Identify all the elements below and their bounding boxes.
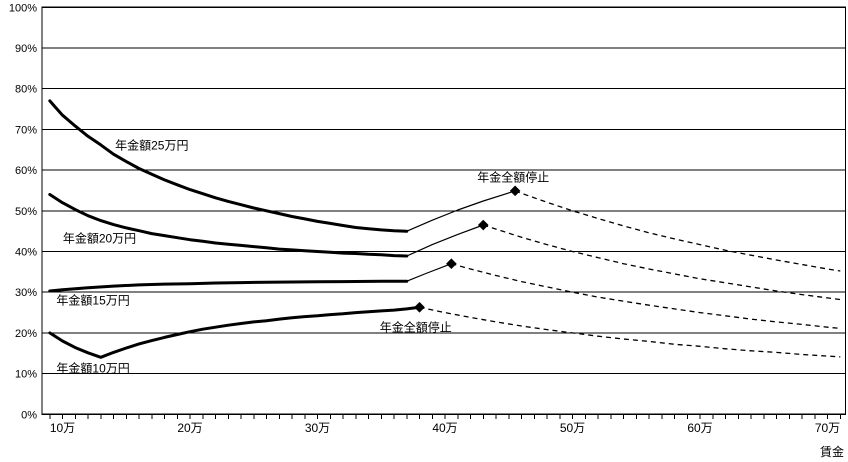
y-tick-label-0: 0% (21, 409, 37, 421)
series-10man-full-stop-marker (414, 301, 425, 313)
series-label: 年金額25万円 (115, 138, 188, 153)
y-tick-label-60: 60% (15, 165, 37, 177)
y-tick-label-90: 90% (15, 43, 37, 55)
series-10man-solid-line (48, 305, 421, 359)
x-tick-label-10: 10万 (50, 421, 75, 435)
y-tick-label-20: 20% (15, 328, 37, 340)
full-stop-label-lower: 年金全額停止 (380, 319, 452, 334)
series-20man-full-stop-marker (477, 219, 489, 231)
y-tick-label-100: 100% (9, 2, 37, 14)
full-stop-label-upper: 年金全額停止 (477, 169, 549, 184)
x-axis-title: 賃金 (820, 444, 844, 459)
x-tick-label-20: 20万 (177, 421, 202, 435)
x-tick-label-30: 30万 (305, 421, 330, 435)
series-label: 年金額10万円 (56, 360, 129, 375)
series-20man-solid-line (48, 193, 409, 258)
series-25man-full-stop-marker (509, 185, 521, 197)
y-tick-label-80: 80% (15, 84, 37, 96)
series-25man-dashed-line (514, 190, 841, 272)
series-15man-solid-line (48, 279, 409, 293)
series-label: 年金額20万円 (63, 231, 136, 246)
y-tick-label-10: 10% (15, 369, 37, 381)
y-tick-label-50: 50% (15, 206, 37, 218)
plot-border (41, 6, 847, 415)
series-25man-rise-line (406, 190, 516, 232)
y-tick-label-70: 70% (15, 124, 37, 136)
series-20man-dashed-line (483, 224, 841, 301)
series-25man-solid-line (48, 99, 409, 233)
series-15man-dashed-line (451, 263, 841, 330)
series-10man-dashed-line (419, 306, 841, 358)
series-15man-full-stop-marker (446, 258, 457, 270)
y-tick-label-30: 30% (15, 287, 37, 299)
x-tick-label-40: 40万 (432, 421, 457, 435)
series-20man-rise-line (406, 224, 484, 257)
series-label: 年金額15万円 (56, 292, 129, 307)
series-15man-rise-line (406, 263, 452, 282)
x-tick-label-60: 60万 (687, 421, 712, 435)
x-tick-label-70: 70万 (815, 421, 840, 435)
y-tick-label-40: 40% (15, 247, 37, 259)
x-tick-label-50: 50万 (560, 421, 585, 435)
